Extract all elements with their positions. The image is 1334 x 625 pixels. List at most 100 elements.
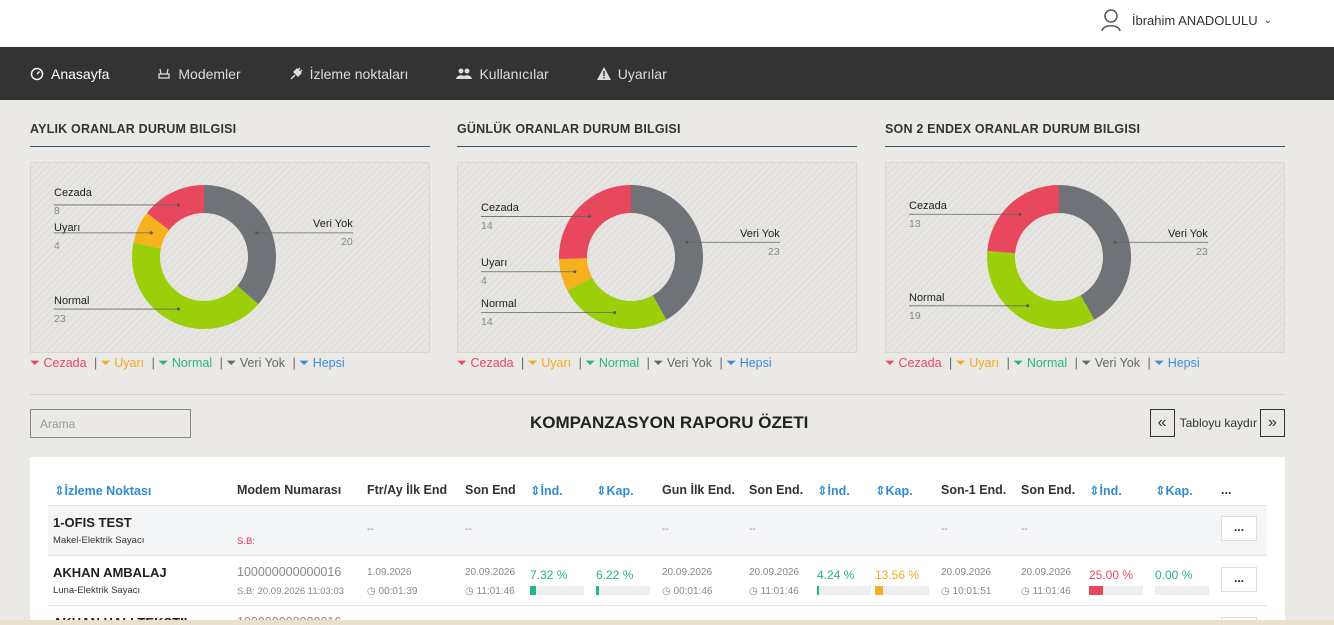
- cell-gun-time: ◷ 00:01:46: [662, 586, 713, 597]
- filter-uyari[interactable]: ⏷ Uyarı: [527, 356, 572, 370]
- header-izleme-noktasi[interactable]: ⇕İzleme Noktası: [54, 484, 152, 498]
- kap2-bar: [875, 586, 929, 595]
- header-kap-1[interactable]: ⇕Kap.: [596, 484, 634, 498]
- user-menu[interactable]: İbrahim ANADOLULU ⌄: [1100, 8, 1272, 32]
- leader-dot-uyari: [149, 231, 153, 235]
- label-cezada: Cezada: [481, 202, 519, 214]
- divider: [30, 394, 1285, 395]
- chart-box: Cezada 13 Normal 19 Veri Yok 23: [885, 162, 1285, 353]
- chart-filters: ⏷ Cezada | ⏷ Uyarı | ⏷ Normal | ⏷ Veri Y…: [457, 356, 772, 370]
- kap1-pct: 6.22 %: [596, 568, 634, 582]
- chart-box: Cezada 8 Uyarı 4 Normal 23 Veri Yok 20: [30, 162, 430, 353]
- cell-gunson-date: 20.09.2026: [749, 567, 800, 578]
- ind3-pct: 25.00 %: [1089, 568, 1134, 582]
- header-ind-3[interactable]: ⇕İnd.: [1089, 484, 1122, 498]
- header-kap-2[interactable]: ⇕Kap.: [875, 484, 913, 498]
- donut-slice-normal[interactable]: [567, 277, 667, 329]
- header-kap-3[interactable]: ⇕Kap.: [1155, 484, 1193, 498]
- filter-hepsi[interactable]: ⏷ Hepsi: [726, 356, 772, 370]
- filter-hepsi[interactable]: ⏷ Hepsi: [299, 356, 345, 370]
- chart-panel-gunluk: GÜNLÜK ORANLAR DURUM BILGISI Cezada 14 U…: [457, 118, 857, 371]
- chart-panel-son2: SON 2 ENDEX ORANLAR DURUM BILGISI Cezada…: [885, 118, 1285, 371]
- nav-label: Anasayfa: [51, 65, 110, 82]
- label-veri-yok: Veri Yok: [1168, 228, 1208, 240]
- cell-gun-date: 20.09.2026: [662, 567, 713, 578]
- donut-slice-veri-yok[interactable]: [204, 185, 276, 305]
- value-normal: 19: [909, 310, 921, 322]
- donut-slice-cezada[interactable]: [987, 185, 1059, 254]
- table-scroll-control: « Tabloyu kaydır »: [1149, 409, 1285, 437]
- filter-veri-yok[interactable]: ⏷ Veri Yok: [1081, 356, 1140, 370]
- filter-cezada[interactable]: ⏷ Cezada: [30, 356, 87, 370]
- leader-dot-normal: [613, 311, 617, 315]
- donut-slice-normal[interactable]: [987, 250, 1095, 329]
- nav-item-izleme-noktalari[interactable]: İzleme noktaları: [289, 47, 408, 100]
- filter-normal[interactable]: ⏷ Normal: [585, 356, 640, 370]
- filter-cezada[interactable]: ⏷ Cezada: [885, 356, 942, 370]
- report-title: KOMPANZASYON RAPORU ÖZETI: [530, 413, 809, 432]
- value-normal: 23: [54, 313, 66, 325]
- footer-strip: [0, 620, 1334, 625]
- donut-slice-uyari[interactable]: [133, 213, 170, 249]
- filter-veri-yok[interactable]: ⏷ Veri Yok: [653, 356, 712, 370]
- chart-title: SON 2 ENDEX ORANLAR DURUM BILGISI: [885, 118, 1285, 147]
- label-veri-yok: Veri Yok: [313, 218, 353, 230]
- leader-dot-cezada: [587, 215, 591, 219]
- leader-dot-normal: [176, 307, 180, 311]
- leader-dot-cezada: [176, 203, 180, 207]
- header-son-end-3: Son End.: [1021, 483, 1076, 497]
- nav-label: Uyarılar: [617, 65, 667, 82]
- leader-dot-uyari: [573, 270, 577, 274]
- filter-veri-yok[interactable]: ⏷ Veri Yok: [226, 356, 285, 370]
- row-actions-button[interactable]: ...: [1221, 516, 1257, 541]
- kap1-bar: [596, 586, 650, 595]
- donut-slice-cezada[interactable]: [146, 185, 204, 231]
- search-input[interactable]: Arama: [30, 409, 191, 438]
- nav-label: Kullanıcılar: [479, 65, 549, 82]
- label-normal: Normal: [909, 292, 945, 304]
- leader-dot-cezada: [1018, 212, 1022, 216]
- filter-hepsi[interactable]: ⏷ Hepsi: [1154, 356, 1200, 370]
- nav-item-modemler[interactable]: Modemler: [157, 47, 241, 100]
- modem-sb: S.B: 20.09.2026 11:03:03: [237, 586, 345, 597]
- donut-slice-uyari[interactable]: [559, 258, 593, 291]
- scroll-right-button[interactable]: »: [1260, 409, 1285, 437]
- leader-dot-normal: [1026, 304, 1030, 308]
- header-ftr-ilk-end: Ftr/Ay İlk End: [367, 483, 448, 497]
- chevron-down-icon: ⌄: [1263, 14, 1272, 26]
- cell-gun-son: --: [749, 524, 756, 535]
- ind1-bar: [530, 586, 584, 595]
- cell-ftr-date: 1.09.2026: [367, 567, 412, 578]
- value-normal: 14: [481, 316, 493, 328]
- donut-slice-cezada[interactable]: [559, 185, 631, 260]
- filter-uyari[interactable]: ⏷ Uyarı: [955, 356, 1000, 370]
- users-icon: [456, 68, 473, 79]
- filter-uyari[interactable]: ⏷ Uyarı: [100, 356, 145, 370]
- row-actions-button[interactable]: ...: [1221, 567, 1257, 592]
- donut-slice-veri-yok[interactable]: [1059, 185, 1131, 320]
- leader-dot-veri-yok: [255, 231, 259, 235]
- value-veri-yok: 23: [1196, 246, 1208, 258]
- donut-slice-veri-yok[interactable]: [631, 185, 703, 320]
- point-subtitle: Luna-Elektrik Sayacı: [53, 585, 141, 596]
- nav-item-kullanicilar[interactable]: Kullanıcılar: [456, 47, 549, 100]
- point-name: 1-OFIS TEST: [53, 515, 132, 530]
- donut-chart: [54, 185, 353, 329]
- chart-filters: ⏷ Cezada | ⏷ Uyarı | ⏷ Normal | ⏷ Veri Y…: [30, 356, 345, 370]
- donut-slice-normal[interactable]: [132, 242, 259, 329]
- filter-normal[interactable]: ⏷ Normal: [1013, 356, 1068, 370]
- leader-dot-veri-yok: [685, 240, 689, 244]
- nav-item-uyarilar[interactable]: Uyarılar: [596, 47, 667, 100]
- filter-normal[interactable]: ⏷ Normal: [158, 356, 213, 370]
- header-ind-1[interactable]: ⇕İnd.: [530, 484, 563, 498]
- kap2-pct: 13.56 %: [875, 568, 920, 582]
- nav-item-anasayfa[interactable]: Anasayfa: [30, 47, 109, 100]
- scroll-left-button[interactable]: «: [1149, 409, 1175, 437]
- filter-cezada[interactable]: ⏷ Cezada: [457, 356, 514, 370]
- clock-icon: ◷: [662, 586, 674, 597]
- point-subtitle: Makel-Elektrik Sayacı: [53, 535, 145, 546]
- header-ind-2[interactable]: ⇕İnd.: [817, 484, 850, 498]
- cell-son3-time: ◷ 11:01:46: [1021, 586, 1071, 597]
- chart-title: AYLIK ORANLAR DURUM BILGISI: [30, 118, 430, 147]
- label-uyari: Uyarı: [481, 257, 508, 269]
